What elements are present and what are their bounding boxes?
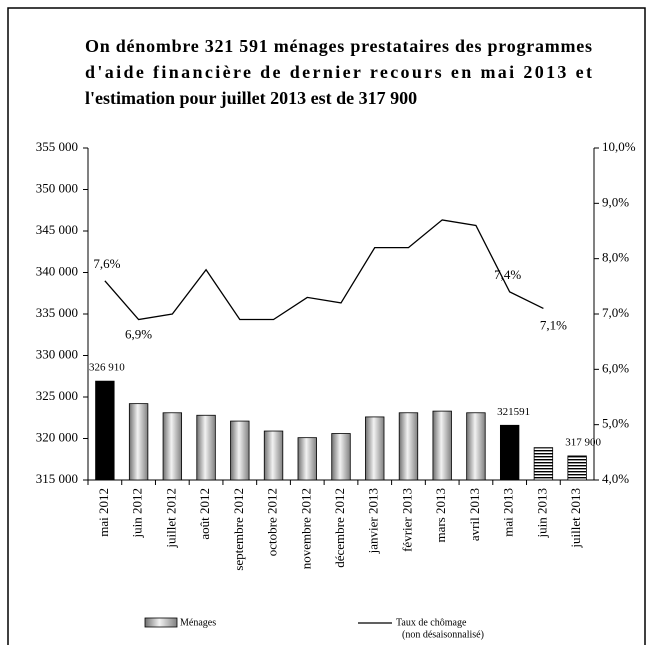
x-tick-label: juin 2012	[130, 488, 145, 538]
bar	[365, 416, 385, 481]
x-tick-label: décembre 2012	[332, 488, 347, 568]
bar-value-label: 321591	[497, 406, 530, 418]
y2-tick-label: 6,0%	[602, 360, 629, 375]
bar	[398, 412, 419, 481]
bar	[499, 424, 520, 481]
bar	[331, 433, 351, 481]
chart-title: l'estimation pour juillet 2013 est de 31…	[85, 88, 417, 108]
y2-tick-label: 9,0%	[602, 194, 629, 209]
y-tick-label: 325 000	[36, 388, 78, 403]
x-tick-label: juillet 2013	[568, 488, 583, 549]
x-tick-label: juillet 2012	[163, 488, 178, 549]
x-tick-label: novembre 2012	[298, 488, 313, 569]
bar	[567, 455, 587, 481]
x-tick-label: août 2012	[197, 488, 212, 540]
x-tick-label: juin 2013	[534, 488, 549, 538]
legend-swatch	[144, 617, 178, 628]
x-tick-label: janvier 2013	[366, 488, 381, 554]
bar	[95, 380, 115, 481]
y2-tick-label: 7,0%	[602, 305, 629, 320]
bar-value-label: 326 910	[89, 362, 125, 374]
y-tick-label: 320 000	[36, 429, 78, 444]
line-value-label: 7,4%	[494, 267, 521, 282]
x-tick-label: mai 2013	[501, 488, 516, 537]
y-tick-label: 345 000	[36, 222, 78, 237]
bar	[230, 420, 250, 481]
y2-tick-label: 8,0%	[602, 250, 629, 265]
bar	[297, 437, 317, 481]
y-tick-label: 330 000	[36, 346, 78, 361]
y2-tick-label: 4,0%	[602, 471, 629, 486]
line-value-label: 7,6%	[93, 256, 120, 271]
chart-title: On dénombre 321 591 ménages prestataires…	[85, 36, 592, 56]
y-tick-label: 315 000	[36, 471, 78, 486]
bar	[263, 430, 284, 481]
legend-label: Ménages	[180, 617, 216, 628]
bar	[128, 403, 149, 481]
chart-title: d'aide financière de dernier recours en …	[85, 62, 592, 82]
line	[104, 219, 544, 321]
x-tick-label: septembre 2012	[231, 488, 246, 571]
x-tick-label: mars 2013	[433, 488, 448, 543]
legend-label: Taux de chômage	[396, 617, 467, 628]
legend-label: (non désaisonnalisé)	[402, 629, 484, 640]
bar	[196, 414, 216, 481]
x-tick-label: octobre 2012	[265, 488, 280, 556]
y-tick-label: 350 000	[36, 180, 78, 195]
y2-tick-label: 5,0%	[602, 416, 629, 431]
line-value-label: 7,1%	[540, 317, 567, 332]
y-tick-label: 355 000	[36, 139, 78, 154]
bar	[432, 410, 452, 481]
bar	[533, 447, 554, 481]
y-tick-label: 335 000	[36, 305, 78, 320]
frame	[7, 7, 646, 650]
x-tick-label: février 2013	[399, 488, 414, 552]
line-value-label: 6,9%	[125, 327, 152, 342]
x-tick-label: mai 2012	[96, 488, 111, 537]
y-tick-label: 340 000	[36, 263, 78, 278]
y2-tick-label: 10,0%	[602, 139, 636, 154]
x-tick-label: avril 2013	[467, 488, 482, 541]
bar	[466, 412, 486, 481]
bar	[162, 412, 183, 481]
bar-value-label: 317 900	[565, 436, 601, 448]
